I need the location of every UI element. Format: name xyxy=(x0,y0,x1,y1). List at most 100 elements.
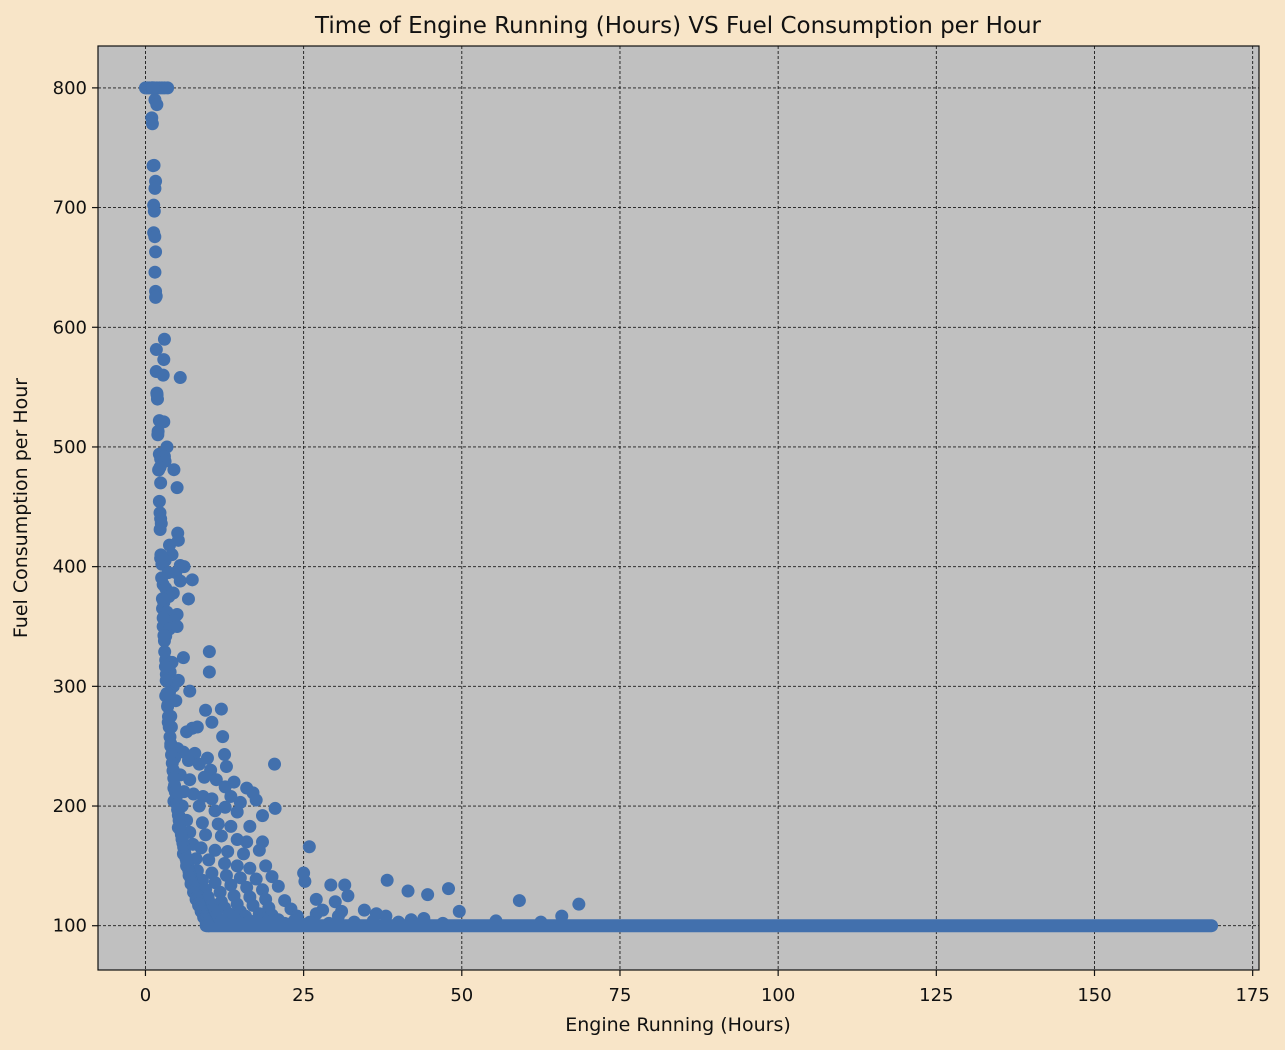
data-point xyxy=(211,817,225,831)
data-point xyxy=(237,847,251,861)
y-tick-label: 100 xyxy=(53,916,87,937)
data-point xyxy=(173,574,187,588)
data-point xyxy=(148,265,162,279)
data-point xyxy=(205,715,219,729)
data-point xyxy=(265,870,279,884)
data-point xyxy=(216,730,230,744)
data-point xyxy=(162,720,176,734)
data-point xyxy=(154,476,168,490)
grid-lines xyxy=(98,46,1259,970)
data-point xyxy=(268,757,282,771)
data-point xyxy=(149,290,163,304)
data-point xyxy=(158,660,172,674)
data-point xyxy=(147,158,161,172)
data-point xyxy=(256,809,270,823)
data-point xyxy=(149,343,163,357)
data-point xyxy=(155,592,169,606)
data-point xyxy=(197,770,211,784)
data-point xyxy=(357,903,371,917)
data-point xyxy=(183,684,197,698)
data-point xyxy=(199,703,213,717)
plot-frame xyxy=(97,45,1260,971)
data-point xyxy=(208,876,222,890)
data-point xyxy=(157,332,171,346)
data-point xyxy=(209,773,223,787)
data-point xyxy=(224,819,238,833)
data-point xyxy=(452,904,466,918)
y-tick-label: 800 xyxy=(53,78,87,99)
y-tick-label: 200 xyxy=(53,796,87,817)
x-tick-label: 75 xyxy=(609,985,632,1006)
data-point xyxy=(442,882,456,896)
x-tick-label: 175 xyxy=(1235,985,1269,1006)
data-point xyxy=(147,204,161,218)
data-point xyxy=(146,81,160,95)
x-tick-label: 50 xyxy=(450,985,473,1006)
data-point xyxy=(150,98,164,112)
data-point xyxy=(218,780,232,794)
data-point xyxy=(233,871,247,885)
data-point xyxy=(249,793,263,807)
data-point xyxy=(214,702,228,716)
data-point xyxy=(150,388,164,402)
data-point xyxy=(176,651,190,665)
data-point xyxy=(252,843,266,857)
data-point xyxy=(271,879,285,893)
data-point xyxy=(155,571,169,585)
data-point xyxy=(148,181,162,195)
data-point xyxy=(243,819,257,833)
data-point xyxy=(145,117,159,131)
data-point xyxy=(159,673,173,687)
data-point xyxy=(161,710,175,724)
data-point xyxy=(190,720,204,734)
data-points xyxy=(138,81,1219,933)
y-axis-label: Fuel Consumption per Hour xyxy=(10,378,32,638)
data-point xyxy=(240,835,254,849)
data-point xyxy=(218,800,232,814)
data-point xyxy=(177,560,191,574)
x-tick-label: 100 xyxy=(761,985,795,1006)
x-axis-label: Engine Running (Hours) xyxy=(565,1014,791,1036)
data-point xyxy=(157,629,171,643)
data-point xyxy=(158,645,172,659)
data-point xyxy=(161,81,175,95)
data-point xyxy=(195,816,209,830)
data-point xyxy=(180,725,194,739)
data-point xyxy=(149,245,163,259)
data-point xyxy=(249,872,263,886)
data-point xyxy=(208,804,222,818)
data-point xyxy=(302,840,316,854)
x-tick-label: 25 xyxy=(292,985,315,1006)
y-tick-label: 300 xyxy=(53,676,87,697)
data-point xyxy=(192,799,206,813)
data-point xyxy=(268,801,282,815)
data-point xyxy=(218,748,232,762)
data-point xyxy=(221,845,235,859)
data-point xyxy=(157,415,171,429)
data-point xyxy=(156,611,170,625)
data-point xyxy=(154,548,168,562)
data-point xyxy=(163,730,177,744)
data-point xyxy=(156,368,170,382)
data-point xyxy=(181,754,195,768)
data-point xyxy=(401,884,415,898)
data-point xyxy=(309,892,323,906)
x-tick-label: 0 xyxy=(140,985,151,1006)
x-tick-label: 125 xyxy=(919,985,953,1006)
y-tick-label: 700 xyxy=(53,198,87,219)
plot-area xyxy=(98,46,1259,970)
data-point xyxy=(243,861,257,875)
chart-title: Time of Engine Running (Hours) VS Fuel C… xyxy=(314,13,1042,39)
data-point xyxy=(298,874,312,888)
data-point xyxy=(173,371,187,385)
data-point xyxy=(152,463,166,477)
data-point xyxy=(170,619,184,633)
data-point xyxy=(338,878,352,892)
data-point xyxy=(341,889,355,903)
data-point xyxy=(192,757,206,771)
data-point xyxy=(199,828,213,842)
data-point xyxy=(259,859,273,873)
data-point xyxy=(185,573,199,587)
data-point xyxy=(213,885,227,899)
